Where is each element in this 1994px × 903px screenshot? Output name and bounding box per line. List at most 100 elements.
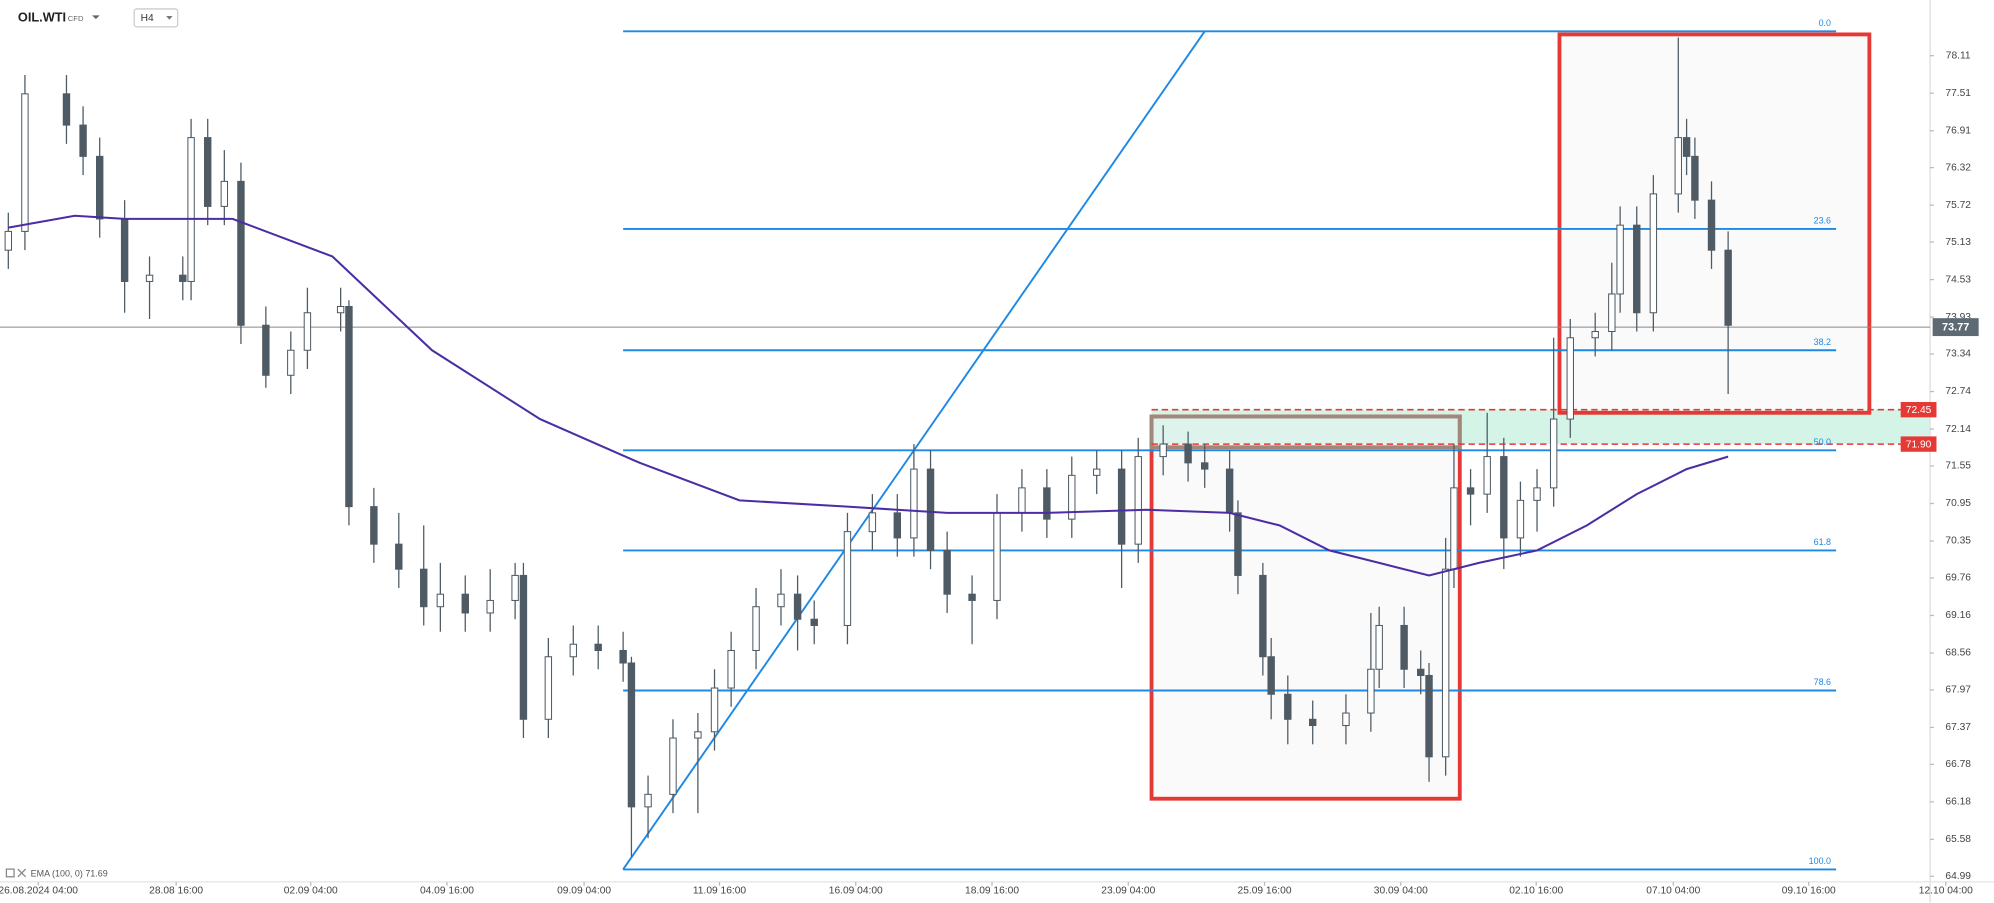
candle-body-up [1608,293,1616,333]
candle-body-down [1500,456,1508,539]
candle-body-down [461,593,469,614]
candle-body-down [370,506,378,545]
candle-body-up [187,137,195,282]
candle-body-up [511,574,519,601]
candle-body-up [544,656,553,720]
candle-body-up [220,180,229,207]
indicator-label: EMA (100, 0) 71.69 [31,869,108,879]
candle-body-down [1117,468,1126,545]
candle-body-up [1159,443,1167,458]
candle-body-down [1724,249,1732,326]
y-tick-label: 73.34 [1945,349,1971,360]
y-tick-label: 64.99 [1945,871,1971,882]
candle-body-up [1068,474,1076,520]
candle-body-down [420,568,428,608]
candle-body-down [1466,487,1475,495]
timeframe[interactable]: H4 [141,13,154,24]
candle-body-up [1092,468,1101,476]
candle-body-down [1267,656,1275,695]
y-tick-label: 75.13 [1945,237,1971,248]
highlight-box [1149,414,1462,450]
candle-body-up [710,687,719,733]
fib-label: 61.8 [1814,537,1831,547]
y-tick-label: 77.51 [1945,88,1971,99]
level-tag-label: 72.45 [1906,405,1932,416]
candle-body-up [1441,568,1450,758]
y-tick-label: 75.72 [1945,200,1971,211]
candle-body-down [926,468,935,551]
fib-label: 78.6 [1814,677,1831,687]
x-tick-label: 16.09 04:00 [829,886,883,897]
fib-label: 50.0 [1814,437,1831,447]
x-tick-label: 30.09 04:00 [1374,886,1428,897]
candle-body-up [1134,456,1142,545]
candle-body-up [1483,456,1491,495]
candle-body-up [303,312,312,351]
candle-body-down [1284,693,1292,720]
candle-body-up [436,593,445,608]
candle-body-up [1616,224,1624,295]
y-tick-label: 69.76 [1945,573,1971,584]
y-tick-label: 66.78 [1945,759,1971,770]
level-tag [1900,402,1937,418]
x-tick-label: 02.10 16:00 [1509,886,1563,897]
candle-body-up [1549,418,1558,489]
candle-body-up [669,737,677,795]
candle-body-up [1674,137,1682,195]
main-layer: 78.11 77.51 76.91 76.32 75.72 75.13 74.53 73.93… [0,18,1979,897]
y-tick-label: 67.37 [1945,722,1971,733]
candle-body-down [594,643,602,651]
candle-body-up [1649,193,1658,314]
y-tick-label: 68.56 [1945,648,1971,659]
symbol-caret[interactable] [92,15,100,20]
fib-label: 100.0 [1809,856,1831,866]
candle-body-up [1591,330,1599,339]
symbol[interactable]: OIL.WTI [18,9,66,24]
candle-body-down [519,574,528,720]
candle-body-up [1533,487,1541,501]
last-price-label: 73.77 [1942,322,1969,334]
candle-body-up [843,531,852,626]
candle-body-down [893,512,902,539]
candle-body-down [968,593,976,601]
candle-body-up [1516,499,1525,539]
candle-body-down [1425,674,1433,758]
candle-body-down [262,324,270,376]
x-tick-label: 09.10 16:00 [1782,886,1836,897]
candle-body-down [1682,137,1691,157]
candle-body-down [395,543,403,570]
y-tick-label: 76.91 [1945,125,1971,136]
candle-body-up [4,230,13,251]
y-tick-label: 66.18 [1945,797,1971,808]
candle-body-up [1342,712,1350,727]
timeframe-caret[interactable] [166,15,173,20]
candle-body-down [120,218,129,282]
candle-body-up [1375,624,1383,670]
candle-body-up [777,593,785,608]
fib-label: 0.0 [1819,18,1831,28]
candle-body-down [1691,155,1699,201]
candle-body-up [336,305,345,314]
y-tick-label: 65.58 [1945,834,1971,845]
candle-body-down [1225,468,1234,514]
candle-body-down [793,593,802,620]
y-tick-label: 69.16 [1945,610,1971,621]
timeframe-dropdown[interactable] [133,8,179,28]
x-tick-label: 12.10 04:00 [1919,886,1973,897]
fib-label: 23.6 [1814,216,1831,226]
indicator-close[interactable] [17,868,27,878]
candle-body-up [145,274,154,282]
y-tick-label: 70.95 [1945,498,1971,509]
candle-body-down [810,618,818,626]
candle-body-up [1367,668,1375,714]
y-tick-label: 67.97 [1945,685,1971,696]
y-tick-label: 76.32 [1945,162,1971,173]
y-tick-label: 72.14 [1945,424,1971,435]
indicator-settings[interactable] [5,868,15,878]
candle-body-down [943,549,951,595]
candle-body-down [1309,718,1317,727]
x-tick-label: 18.09 16:00 [965,886,1019,897]
y-tick-label: 74.53 [1945,274,1971,285]
highlight-box [1149,414,1462,801]
